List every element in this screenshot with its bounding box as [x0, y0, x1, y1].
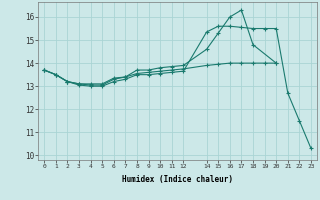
X-axis label: Humidex (Indice chaleur): Humidex (Indice chaleur) — [122, 175, 233, 184]
